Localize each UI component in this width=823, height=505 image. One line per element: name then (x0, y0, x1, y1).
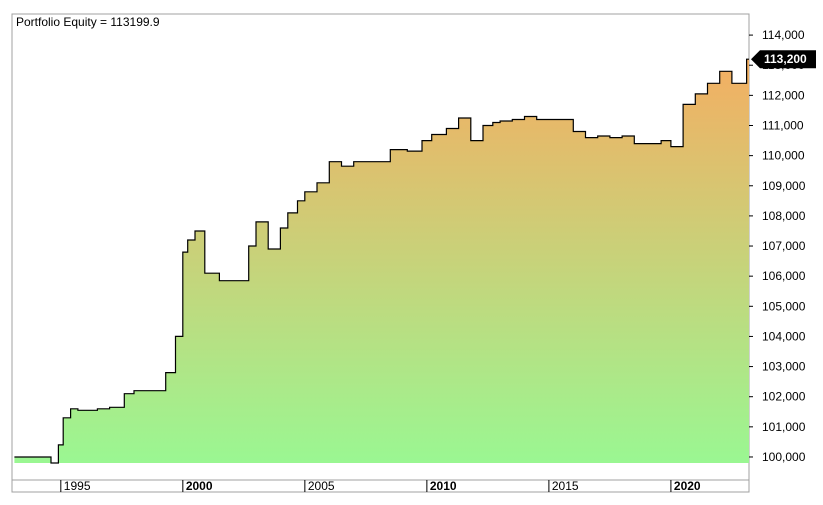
y-tick-label: 106,000 (762, 269, 806, 283)
y-tick-label: 104,000 (762, 329, 806, 343)
x-tick-label: 2005 (308, 479, 335, 493)
y-tick-label: 101,000 (762, 420, 806, 434)
y-tick-label: 112,000 (762, 88, 805, 102)
x-axis-ticks: 1995 2000 2005 2010 2015 2020 (60, 479, 701, 493)
equity-line-layer (14, 58, 749, 464)
x-tick-label: 2000 (186, 479, 213, 493)
chart-title: Portfolio Equity = 113199.9 (16, 15, 160, 29)
last-value-badge (751, 50, 816, 69)
x-tick-label: 1995 (64, 479, 91, 493)
y-tick-label: 103,000 (762, 360, 806, 374)
x-tick-label: 2010 (430, 479, 457, 493)
x-tick-label: 2020 (674, 479, 701, 493)
x-tick-label: 2015 (552, 479, 579, 493)
y-tick-label: 110,000 (762, 149, 805, 163)
y-tick-label: 111,000 (762, 118, 804, 132)
y-tick-label: 114,000 (762, 28, 805, 42)
y-tick-label: 107,000 (762, 239, 806, 253)
equity-line (14, 58, 749, 464)
y-tick-label: 108,000 (762, 209, 806, 223)
x-axis-strip (11, 479, 750, 493)
y-tick-label: 102,000 (762, 390, 806, 404)
equity-area (14, 59, 749, 463)
last-value-marker: 113,200 (751, 50, 816, 69)
y-tick-label: 100,000 (762, 450, 806, 464)
y-tick-label: 105,000 (762, 299, 806, 313)
y-tick-label: 109,000 (762, 179, 806, 193)
y-axis-ticks: 100,000 101,000 102,000 103,000 104,000 105,0… (749, 28, 806, 464)
equity-area-layer (14, 59, 749, 463)
last-value-label: 113,200 (764, 52, 807, 66)
